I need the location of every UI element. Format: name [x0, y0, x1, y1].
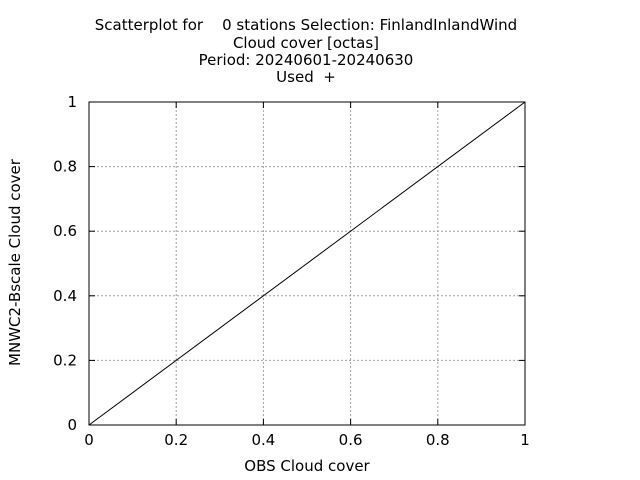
y-tick-label: 0: [67, 416, 77, 434]
plot-frame: [88, 101, 526, 426]
x-tick-label: 0.6: [339, 431, 363, 449]
x-tick-label: 0.8: [426, 431, 450, 449]
tick-marks: [88, 101, 526, 426]
x-tick-labels: 0 0.2 0.4 0.6 0.8 1: [84, 431, 530, 449]
y-tick-label: 1: [67, 93, 77, 111]
y-tick-labels: 0 0.2 0.4 0.6 0.8 1: [53, 93, 77, 434]
title-line-4: Used +: [276, 68, 336, 86]
chart-title: Scatterplot for 0 stations Selection: Fi…: [95, 16, 517, 86]
reference-line: [88, 101, 526, 426]
title-line-1: Scatterplot for 0 stations Selection: Fi…: [95, 16, 517, 34]
title-line-3: Period: 20240601-20240630: [199, 51, 414, 69]
y-tick-label: 0.8: [53, 158, 77, 176]
x-tick-label: 0.4: [251, 431, 275, 449]
title-line-2: Cloud cover [octas]: [233, 34, 379, 52]
x-tick-label: 0.2: [164, 431, 188, 449]
x-tick-label: 1: [520, 431, 530, 449]
x-axis-label: OBS Cloud cover: [244, 457, 370, 475]
x-tick-label: 0: [84, 431, 94, 449]
grid: [89, 102, 525, 425]
y-tick-label: 0.6: [53, 222, 77, 240]
y-tick-label: 0.2: [53, 351, 77, 369]
y-tick-label: 0.4: [53, 287, 77, 305]
reference-line-group: [88, 101, 526, 426]
y-axis-label: MNWC2-Bscale Cloud cover: [6, 158, 24, 366]
